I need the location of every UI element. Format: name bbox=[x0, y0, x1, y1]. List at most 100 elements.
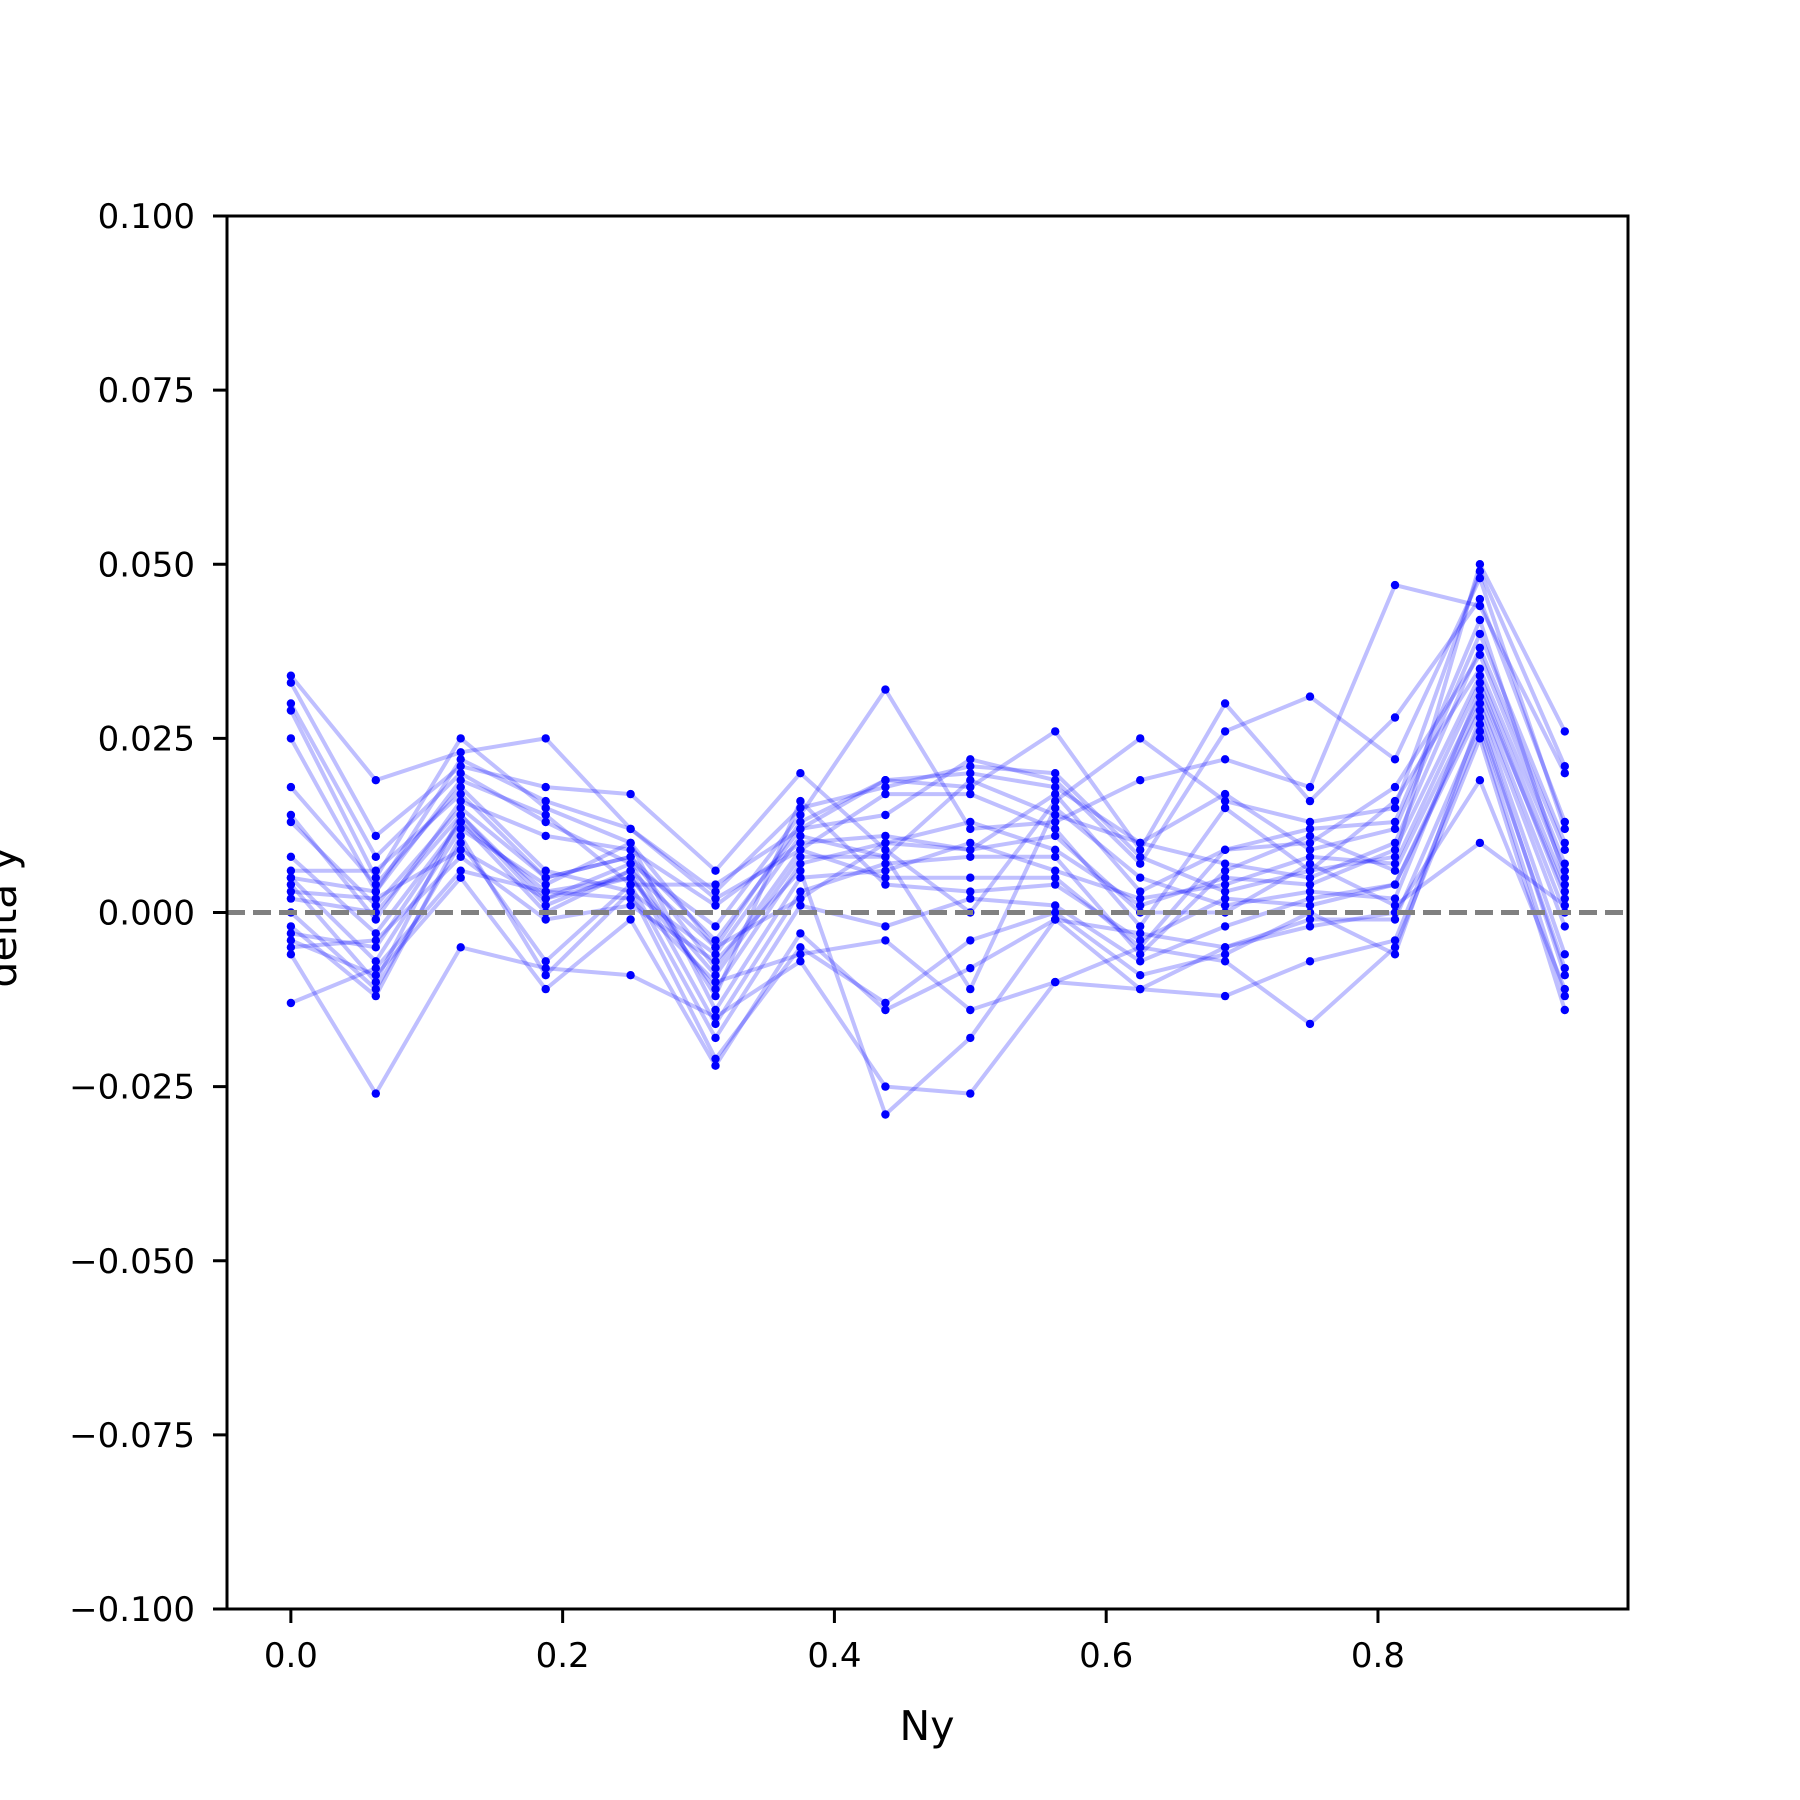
series-line-22 bbox=[290, 820, 1566, 950]
data-point-s11-13 bbox=[1305, 831, 1315, 841]
data-point-s5-10 bbox=[1051, 776, 1060, 785]
data-point-s12-1 bbox=[286, 887, 296, 896]
series-line-3 bbox=[289, 583, 1567, 929]
data-point-s19-2 bbox=[371, 936, 380, 945]
data-point-s22-8 bbox=[881, 838, 890, 848]
data-point-s2-12 bbox=[1220, 796, 1230, 806]
data-point-s10-3 bbox=[456, 824, 465, 834]
data-point-s12-10 bbox=[1051, 880, 1060, 889]
data-point-s2-7 bbox=[796, 769, 805, 778]
data-point-s8-8 bbox=[881, 789, 890, 799]
data-point-s21-9 bbox=[966, 873, 975, 882]
data-point-s15-13 bbox=[1305, 957, 1315, 966]
data-point-s6-15 bbox=[1475, 629, 1485, 639]
data-point-s17-3 bbox=[456, 789, 465, 799]
data-point-s7-10 bbox=[1051, 789, 1060, 799]
data-point-s21-14 bbox=[1390, 817, 1400, 827]
data-point-s16-6 bbox=[711, 1012, 720, 1022]
data-point-s20-13 bbox=[1305, 922, 1315, 931]
data-point-s17-4 bbox=[541, 873, 550, 882]
data-point-s16-7 bbox=[796, 957, 805, 966]
data-point-s9-12 bbox=[1220, 873, 1230, 882]
data-point-s5-1 bbox=[286, 734, 296, 743]
data-point-s13-16 bbox=[1560, 950, 1570, 959]
data-point-s18-8 bbox=[881, 852, 890, 861]
data-point-s8-6 bbox=[711, 964, 720, 973]
data-point-s12-2 bbox=[371, 894, 380, 903]
data-point-s8-3 bbox=[456, 803, 465, 813]
data-point-s8-9 bbox=[966, 789, 975, 799]
data-point-s18-5 bbox=[626, 873, 635, 882]
y-tick-label: 0.100 bbox=[98, 197, 195, 237]
data-point-s14-2 bbox=[371, 991, 380, 1001]
data-point-s3-10 bbox=[1051, 817, 1060, 827]
data-point-s1-3 bbox=[456, 748, 465, 757]
data-point-s3-12 bbox=[1220, 755, 1230, 764]
series-line-12 bbox=[290, 701, 1567, 999]
data-point-s9-14 bbox=[1390, 845, 1400, 854]
data-point-s19-8 bbox=[881, 1110, 890, 1119]
data-point-s15-1 bbox=[286, 936, 296, 945]
data-point-s16-8 bbox=[881, 1082, 890, 1091]
data-point-s19-4 bbox=[541, 915, 550, 924]
data-point-s7-14 bbox=[1390, 782, 1400, 792]
data-point-s7-2 bbox=[371, 915, 380, 924]
data-point-s7-1 bbox=[286, 810, 296, 820]
data-point-s3-3 bbox=[456, 769, 465, 778]
data-point-s2-1 bbox=[286, 678, 296, 687]
data-point-s17-8 bbox=[881, 776, 890, 785]
x-axis-title: Ny bbox=[900, 1702, 955, 1750]
data-point-s2-10 bbox=[1051, 796, 1060, 806]
y-tick-label: −0.075 bbox=[69, 1416, 195, 1456]
data-point-s18-15 bbox=[1475, 685, 1485, 694]
data-point-s10-6 bbox=[711, 1005, 720, 1015]
data-point-s20-10 bbox=[1051, 977, 1060, 987]
data-point-s4-12 bbox=[1220, 699, 1230, 708]
data-point-s2-3 bbox=[456, 762, 465, 771]
y-tick-label: 0.000 bbox=[98, 894, 195, 934]
data-point-s4-3 bbox=[456, 734, 465, 743]
data-point-s19-9 bbox=[966, 1033, 975, 1043]
data-point-s19-7 bbox=[796, 866, 805, 875]
data-point-s7-11 bbox=[1136, 887, 1145, 896]
data-point-s20-1 bbox=[286, 998, 296, 1008]
y-axis-title: delta y bbox=[0, 846, 26, 987]
data-point-s21-7 bbox=[796, 845, 805, 854]
data-point-s4-10 bbox=[1051, 727, 1060, 736]
data-point-s13-3 bbox=[456, 838, 465, 848]
data-point-s19-11 bbox=[1136, 929, 1145, 938]
data-point-s8-10 bbox=[1051, 824, 1060, 834]
data-point-s11-11 bbox=[1136, 950, 1145, 959]
data-point-s10-4 bbox=[541, 880, 550, 889]
data-point-s17-9 bbox=[966, 769, 975, 778]
data-point-s13-7 bbox=[796, 901, 805, 910]
data-point-s20-4 bbox=[541, 887, 550, 896]
data-point-s1-10 bbox=[1051, 769, 1060, 778]
data-point-s16-9 bbox=[966, 1089, 975, 1098]
data-point-s6-2 bbox=[371, 880, 380, 889]
data-point-s2-8 bbox=[881, 845, 890, 854]
data-point-s17-16 bbox=[1560, 845, 1570, 854]
data-point-s15-2 bbox=[371, 971, 380, 980]
data-point-s8-1 bbox=[286, 817, 296, 827]
data-point-s13-11 bbox=[1136, 957, 1145, 966]
data-point-s9-16 bbox=[1560, 880, 1570, 889]
data-point-s15-3 bbox=[456, 873, 465, 882]
data-point-s12-6 bbox=[711, 991, 720, 1001]
data-point-s18-1 bbox=[286, 894, 296, 903]
data-point-s16-13 bbox=[1305, 1019, 1315, 1029]
data-point-s14-6 bbox=[711, 1054, 720, 1064]
data-point-s12-15 bbox=[1475, 699, 1485, 708]
data-point-s3-15 bbox=[1475, 601, 1485, 611]
data-point-s12-3 bbox=[456, 845, 465, 854]
x-tick-label: 0.8 bbox=[1351, 1636, 1405, 1676]
data-point-s7-6 bbox=[711, 901, 720, 910]
data-point-s11-10 bbox=[1051, 852, 1060, 861]
data-point-s18-12 bbox=[1220, 901, 1230, 910]
data-point-s22-5 bbox=[626, 866, 635, 875]
data-point-s4-11 bbox=[1136, 845, 1145, 854]
series-line-16 bbox=[289, 736, 1567, 1096]
data-point-s4-4 bbox=[541, 803, 550, 813]
data-point-s9-11 bbox=[1136, 901, 1145, 910]
